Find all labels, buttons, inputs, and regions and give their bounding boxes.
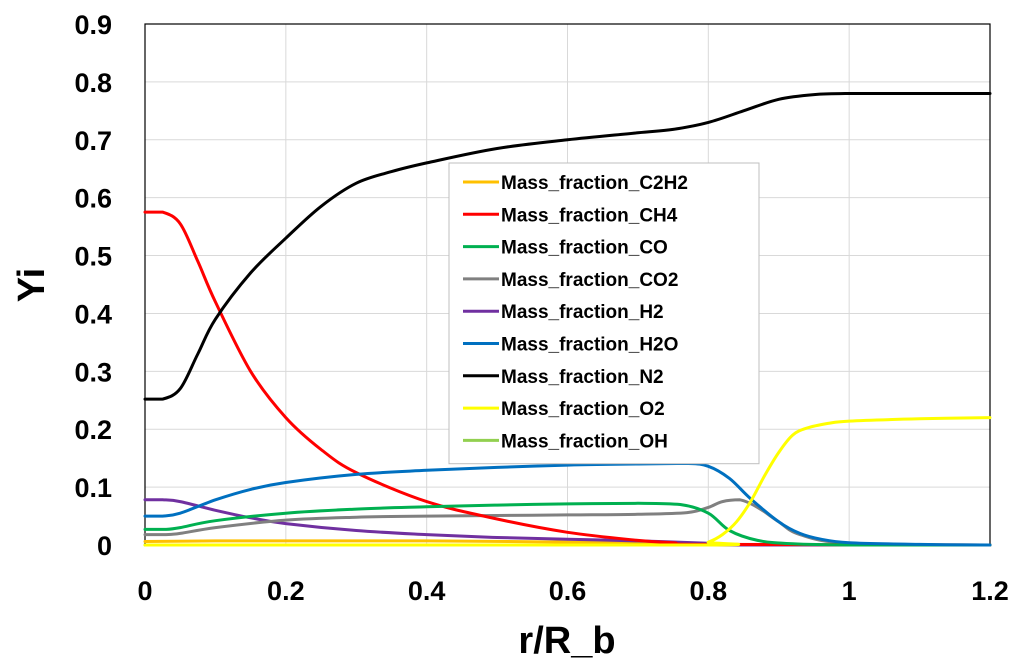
legend-box — [448, 162, 760, 465]
legend-label-ch4: Mass_fraction_CH4 — [501, 205, 678, 226]
x-axis-tick-labels: 0 0.2 0.4 0.6 0.8 1 1.2 — [137, 576, 1008, 606]
x-tick-label: 0.4 — [408, 576, 446, 606]
legend-label-oh: Mass_fraction_OH — [501, 431, 668, 452]
series-lines — [143, 91, 992, 547]
y-tick-label: 0.8 — [74, 68, 112, 98]
y-tick-label: 0.4 — [74, 299, 112, 329]
y-tick-label: 0.7 — [74, 126, 112, 156]
x-tick-label: 1 — [842, 576, 857, 606]
y-tick-label: 0.5 — [74, 242, 112, 272]
legend-label-n2: Mass_fraction_N2 — [501, 367, 664, 388]
legend-label-h2: Mass_fraction_H2 — [501, 302, 664, 323]
x-tick-label: 1.2 — [971, 576, 1009, 606]
y-tick-label: 0.3 — [74, 357, 112, 387]
series-line-n2 — [143, 91, 992, 401]
legend-label-co2: Mass_fraction_CO2 — [501, 270, 678, 291]
legend-label-co: Mass_fraction_CO — [501, 238, 668, 259]
x-tick-label: 0.6 — [549, 576, 587, 606]
y-tick-label: 0.2 — [74, 415, 112, 445]
y-tick-label: 0 — [97, 531, 112, 561]
legend-label-o2: Mass_fraction_O2 — [501, 399, 665, 420]
y-axis-tick-labels: 0 0.1 0.2 0.3 0.4 0.5 0.6 0.7 0.8 0.9 — [74, 10, 112, 561]
y-tick-label: 0.1 — [74, 473, 112, 503]
series-line-o2 — [143, 416, 992, 547]
series-line-co — [143, 501, 992, 547]
y-tick-label: 0.9 — [74, 10, 112, 40]
legend-label-c2h2: Mass_fraction_C2H2 — [501, 173, 688, 194]
x-tick-label: 0.2 — [267, 576, 305, 606]
series-line-ch4 — [143, 210, 992, 547]
x-axis-title: r/R_b — [518, 620, 615, 662]
legend-label-h2o: Mass_fraction_H2O — [501, 335, 678, 356]
x-tick-label: 0 — [137, 576, 152, 606]
legend: Mass_fraction_C2H2 Mass_fraction_CH4 Mass_… — [448, 162, 760, 465]
x-tick-label: 0.8 — [690, 576, 728, 606]
y-axis-title: Yi — [11, 268, 53, 303]
y-tick-label: 0.6 — [74, 184, 112, 214]
